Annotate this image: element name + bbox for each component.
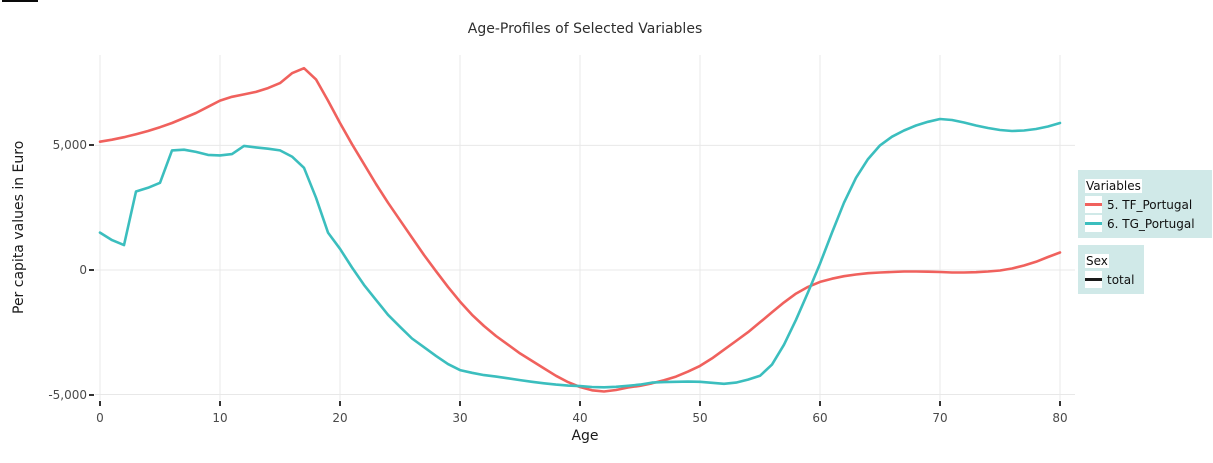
y-tick-mark	[89, 144, 94, 147]
x-tick-label: 80	[1052, 411, 1068, 425]
screenshot-artifact-line	[2, 0, 38, 2]
legend-sex: Sex total	[1078, 245, 1144, 294]
x-tick-mark	[579, 401, 581, 406]
legend-sex-title: Sex	[1085, 254, 1109, 268]
y-tick-mark	[89, 393, 94, 396]
legend-item-label: 5. TF_Portugal	[1107, 197, 1193, 212]
x-tick-label: 0	[96, 411, 104, 425]
x-tick-label: 40	[572, 411, 588, 425]
y-tick-label: -5,000	[48, 387, 87, 402]
y-tick-mark	[89, 268, 94, 271]
y-tick-label: 0	[79, 262, 87, 277]
legend-sex-items: total	[1085, 270, 1137, 289]
y-tick-label: 5,000	[52, 138, 87, 153]
x-tick-mark	[699, 401, 701, 406]
y-axis-title: Per capita values in Euro	[11, 140, 27, 315]
x-tick-mark	[1059, 401, 1061, 406]
legend-line-sample	[1085, 278, 1102, 281]
legend-line-sample	[1085, 222, 1102, 225]
x-tick-label: 20	[332, 411, 348, 425]
legend-key-swatch	[1085, 271, 1102, 288]
x-tick-mark	[99, 401, 101, 406]
legend-item: total	[1085, 270, 1137, 289]
legend-variables-title: Variables	[1085, 179, 1142, 193]
x-tick-mark	[459, 401, 461, 406]
legend-item-label: 6. TG_Portugal	[1107, 216, 1195, 231]
plot-panel	[95, 55, 1075, 400]
legend-item: 6. TG_Portugal	[1085, 214, 1205, 233]
legend-key-swatch	[1085, 196, 1102, 213]
legend-line-sample	[1085, 203, 1102, 206]
x-tick-label: 50	[692, 411, 708, 425]
x-tick-label: 70	[932, 411, 948, 425]
series-line-2	[98, 117, 1062, 389]
legend-item: 5. TF_Portugal	[1085, 195, 1205, 214]
x-tick-label: 30	[452, 411, 468, 425]
legend-variables: Variables 5. TF_Portugal 6. TG_Portugal	[1078, 170, 1212, 238]
x-tick-label: 10	[212, 411, 228, 425]
chart-title: Age-Profiles of Selected Variables	[467, 21, 703, 37]
legend-key-swatch	[1085, 215, 1102, 232]
x-tick-mark	[219, 401, 221, 406]
x-tick-mark	[339, 401, 341, 406]
legend-item-label: total	[1107, 272, 1135, 287]
x-tick-label: 60	[812, 411, 828, 425]
legend-variables-items: 5. TF_Portugal 6. TG_Portugal	[1085, 195, 1205, 233]
x-tick-mark	[939, 401, 941, 406]
plot-area	[95, 55, 1075, 400]
x-axis-title: Age	[571, 428, 599, 444]
x-tick-mark	[819, 401, 821, 406]
